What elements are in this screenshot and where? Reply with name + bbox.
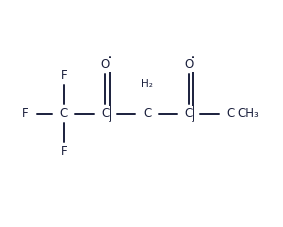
Text: O: O [184,58,193,71]
Text: C: C [60,107,68,120]
Text: O: O [101,58,110,71]
Text: F: F [61,69,67,82]
Text: H₂: H₂ [141,79,153,89]
Text: C: C [143,107,151,120]
Text: C: C [101,107,110,120]
Text: CH₃: CH₃ [237,107,259,120]
Text: F: F [61,145,67,158]
Text: C: C [226,107,234,120]
Text: C: C [185,107,193,120]
Text: F: F [22,107,28,120]
